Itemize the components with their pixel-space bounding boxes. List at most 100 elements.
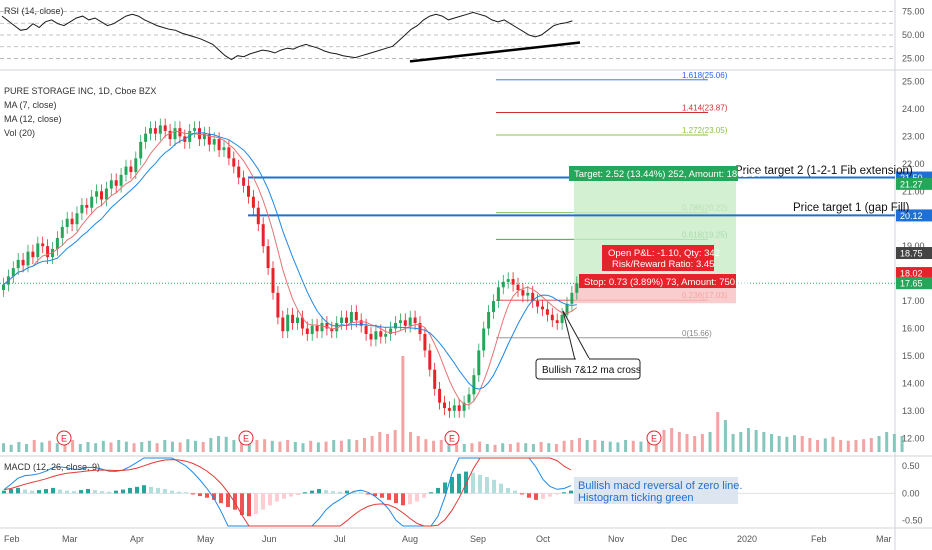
- macd-hist-bar: [555, 493, 559, 495]
- candle-body: [310, 325, 314, 334]
- volume-bar: [501, 443, 505, 452]
- macd-hist-bar: [429, 492, 433, 494]
- macd-hist-bar: [86, 489, 90, 494]
- volume-bar: [601, 440, 605, 452]
- volume-bar: [647, 440, 651, 452]
- volume-bar: [416, 436, 420, 452]
- volume-bar: [885, 432, 889, 452]
- price-marker-badge: [896, 267, 932, 280]
- volume-bar: [662, 430, 666, 452]
- candle-body: [570, 292, 574, 304]
- macd-hist-bar: [163, 489, 167, 494]
- volume-bar: [339, 440, 343, 452]
- macd-hist-bar: [93, 490, 97, 494]
- volume-bar: [516, 442, 520, 452]
- volume-bar: [478, 441, 482, 452]
- target-text: Target: 2.52 (13.44%) 252, Amount: 1861.…: [574, 169, 761, 180]
- macd-legend: MACD (12, 26, close, 9): [4, 462, 100, 472]
- volume-bar: [9, 444, 13, 452]
- candle-body: [320, 323, 324, 332]
- volume-bar: [63, 441, 67, 452]
- macd-hist-bar: [240, 493, 244, 516]
- volume-bar: [25, 444, 29, 452]
- macd-hist-bar: [30, 490, 34, 494]
- candle-body: [536, 301, 540, 307]
- volume-bar: [739, 432, 743, 452]
- date-tick-label: Dec: [671, 534, 688, 544]
- macd-hist-bar: [569, 490, 573, 494]
- candle-body: [109, 180, 113, 189]
- macd-signal-line: [3, 457, 572, 527]
- instrument-title: PURE STORAGE INC, 1D, Cboe BZX: [4, 86, 156, 96]
- macd-hist-bar: [443, 482, 447, 494]
- candle-body: [222, 147, 226, 151]
- date-tick-label: Mar: [62, 534, 78, 544]
- macd-hist-bar: [191, 493, 195, 495]
- macd-hist-bar: [352, 491, 356, 494]
- candle-body: [443, 402, 446, 409]
- candle-body: [134, 158, 138, 173]
- candle-body: [291, 314, 295, 324]
- volume-bar: [332, 440, 336, 452]
- macd-hist-bar: [331, 491, 335, 494]
- candle-body: [70, 218, 74, 225]
- target-box-label: Target: 2.52 (13.44%) 252, Amount: 1861.…: [569, 166, 761, 181]
- macd-hist-bar: [296, 493, 300, 495]
- price-target-1-label: Price target 1 (gap Fill): [793, 202, 909, 214]
- candle-body: [55, 237, 59, 249]
- volume-bar: [493, 444, 497, 452]
- candle-body: [251, 196, 255, 208]
- macd-hist-bar: [506, 487, 510, 494]
- price-marker-badge: [896, 209, 932, 222]
- volume-bar: [117, 440, 121, 452]
- candle-body: [364, 325, 368, 334]
- volume-bar: [608, 441, 612, 452]
- candle-body: [345, 317, 348, 324]
- fib-label: 1.272(23.05): [682, 126, 728, 135]
- candle-body: [457, 405, 461, 411]
- candle-body: [90, 196, 94, 208]
- macd-tick-label: 0.00: [902, 488, 920, 498]
- macd-hist-bar: [415, 493, 419, 502]
- pnl-box-label: Open P&L: -1.10, Qty: 342 Risk/Reward Ra…: [602, 245, 720, 271]
- ma7-legend: MA (7, close): [4, 100, 57, 110]
- candle-body: [477, 350, 481, 376]
- price-tick-label: 19.00: [902, 241, 925, 251]
- macd-hist-bar: [303, 492, 307, 494]
- macd-hist-bar: [142, 485, 146, 494]
- rsi-tick-label: 25.00: [902, 54, 925, 64]
- volume-bar: [816, 440, 820, 452]
- ma12-line: [3, 132, 577, 390]
- candle-body: [178, 128, 182, 137]
- candle-body: [85, 204, 89, 208]
- candle-body: [31, 251, 35, 258]
- volume-bar: [762, 432, 766, 452]
- volume-bar: [224, 436, 228, 452]
- candle-body: [247, 185, 250, 197]
- macd-hist-bar: [128, 487, 132, 494]
- macd-hist-bar: [387, 493, 391, 500]
- candle-body: [95, 191, 99, 197]
- candle-body: [11, 268, 15, 277]
- date-tick-label: Oct: [536, 534, 551, 544]
- volume-bar: [209, 438, 213, 452]
- volume-bar: [746, 428, 750, 452]
- volume-bar: [455, 442, 459, 452]
- macd-hist-bar: [65, 490, 69, 494]
- macd-hist-bar: [212, 493, 216, 500]
- axes: 25.0024.0023.0022.0021.0020.0019.0018.00…: [4, 6, 932, 544]
- candle-body: [492, 301, 495, 313]
- earnings-label: E: [243, 434, 249, 444]
- volume-bar: [869, 438, 873, 452]
- macd-hist-bar: [534, 493, 538, 500]
- candle-body: [163, 125, 167, 131]
- candle-body: [506, 279, 510, 282]
- macd-hist-bar: [198, 493, 202, 497]
- volume-bar: [539, 442, 543, 452]
- volume-bar: [831, 436, 835, 452]
- price-tick-label: 14.00: [902, 378, 925, 388]
- candle-body: [516, 284, 520, 291]
- candle-body: [428, 350, 432, 370]
- macd-hist-bar: [79, 490, 83, 494]
- macd-hist-bar: [485, 477, 489, 494]
